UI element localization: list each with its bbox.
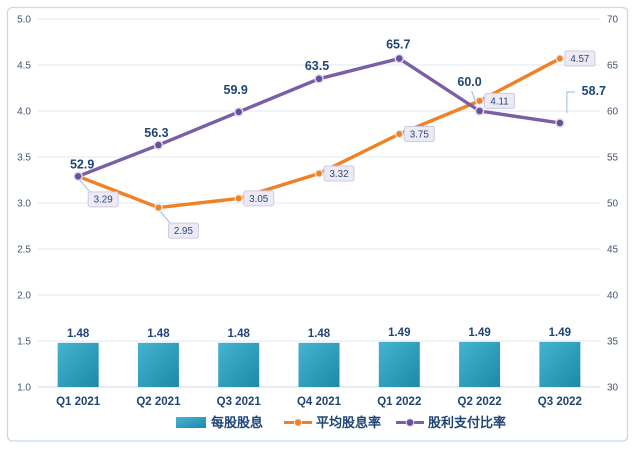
legend-marker-icon <box>405 418 415 427</box>
avg-dividend-yield-marker <box>475 96 484 106</box>
payout-ratio-marker <box>233 107 244 117</box>
x-axis-label: Q3 2022 <box>538 396 582 408</box>
left-axis-ticks: 5.0 4.5 4.0 3.5 3.0 2.5 2.0 1.5 1.0 <box>17 15 31 394</box>
bar-value-label: 1.48 <box>147 328 170 340</box>
payout-ratio-value-label: 60.0 <box>457 75 481 89</box>
bar-value-label: 1.49 <box>388 327 410 339</box>
legend-item-payout-ratio: 股利支付比率 <box>396 415 506 430</box>
x-axis-label: Q4 2021 <box>297 396 342 408</box>
bar-q4-2021 <box>298 342 340 387</box>
bar-value-label: 1.48 <box>67 328 90 340</box>
left-axis-tick: 4.5 <box>17 61 31 72</box>
right-axis-tick: 30 <box>607 383 619 394</box>
payout-ratio-marker <box>73 171 83 182</box>
left-axis-tick: 2.5 <box>17 245 31 256</box>
right-axis-ticks: 70 65 60 55 50 45 40 35 30 <box>607 15 619 394</box>
bar-q3-2022 <box>539 341 581 387</box>
payout-ratio-value-label: 56.3 <box>144 126 168 140</box>
legend-item-dividend-per-share: 每股股息 <box>176 415 263 430</box>
orange-value-label: 3.75 <box>410 129 430 140</box>
x-axis-label: Q1 2021 <box>56 396 101 408</box>
avg-dividend-yield-marker <box>234 194 243 203</box>
orange-value-label: 3.05 <box>249 194 269 205</box>
payout-ratio-marker <box>394 53 405 64</box>
orange-value-label: 4.57 <box>570 54 589 65</box>
payout-ratio-marker <box>314 74 324 84</box>
left-axis-tick: 3.0 <box>17 199 31 210</box>
payout-ratio-value-label: 52.9 <box>70 157 94 171</box>
x-axis-label: Q2 2022 <box>458 396 502 408</box>
right-axis-tick: 65 <box>607 61 619 72</box>
left-axis-tick: 4.0 <box>17 107 31 118</box>
orange-data-labels: 3.29 2.95 3.05 3.32 3.75 4.11 4.57 <box>87 50 596 239</box>
payout-ratio-value-label: 59.9 <box>224 83 248 97</box>
right-axis-tick: 50 <box>607 199 619 210</box>
left-axis-tick: 1.5 <box>17 337 31 348</box>
x-axis-label: Q2 2021 <box>136 396 181 408</box>
purple-data-labels: 52.9 56.3 59.9 63.5 65.7 60.0 58.7 <box>70 38 606 172</box>
orange-label-box <box>87 191 119 208</box>
payout-ratio-marker <box>153 140 164 150</box>
payout-ratio-marker <box>474 106 485 116</box>
bar-value-label: 1.48 <box>228 328 251 340</box>
avg-dividend-yield-marker <box>154 203 163 212</box>
avg-dividend-yield-marker <box>395 129 404 139</box>
bar-q3-2021 <box>218 342 260 387</box>
legend-marker-icon <box>293 418 303 427</box>
legend-label: 每股股息 <box>211 415 263 430</box>
bar-series: 1.48 1.48 1.48 1.48 1.49 1.49 1.49 <box>57 327 581 387</box>
orange-label-box <box>484 92 516 109</box>
legend: 每股股息 平均股息率 股利支付比率 <box>176 415 506 430</box>
avg-dividend-yield-marker <box>314 169 324 178</box>
bar-q2-2022 <box>459 341 501 387</box>
x-axis-labels: Q1 2021 Q2 2021 Q3 2021 Q4 2021 Q1 2022 Q2 20… <box>56 396 582 408</box>
right-axis-tick: 45 <box>607 245 619 256</box>
orange-label-box <box>564 50 596 67</box>
bar-value-label: 1.49 <box>468 327 490 339</box>
legend-label: 平均股息率 <box>316 415 381 430</box>
payout-ratio-value-label: 58.7 <box>582 84 606 98</box>
right-axis-tick: 40 <box>607 291 619 302</box>
left-axis-tick: 5.0 <box>17 15 31 26</box>
orange-value-label: 4.11 <box>490 96 508 107</box>
legend-item-avg-dividend-yield: 平均股息率 <box>284 415 381 430</box>
right-axis-tick: 55 <box>607 153 619 164</box>
markers <box>73 53 565 212</box>
orange-value-label: 3.32 <box>329 169 348 180</box>
figure-border <box>6 6 629 442</box>
x-axis-label: Q3 2021 <box>217 396 262 408</box>
orange-label-leader <box>160 211 172 225</box>
payout-ratio-value-label: 65.7 <box>386 38 410 52</box>
purple-label-leader <box>566 91 575 113</box>
left-axis-tick: 3.5 <box>17 153 31 164</box>
legend-label: 股利支付比率 <box>428 415 506 430</box>
avg-dividend-yield-marker <box>555 54 565 63</box>
right-axis-tick: 70 <box>607 15 619 26</box>
payout-ratio-value-label: 63.5 <box>305 59 329 73</box>
x-axis-label: Q1 2022 <box>377 396 421 408</box>
left-axis-tick: 1.0 <box>17 383 31 394</box>
bar-value-label: 1.48 <box>308 328 331 340</box>
orange-label-box <box>167 222 199 239</box>
bar-q1-2021 <box>57 342 99 387</box>
bar-q1-2022 <box>378 341 420 387</box>
payout-ratio-marker <box>555 118 565 128</box>
orange-label-leader <box>79 179 92 194</box>
orange-value-label: 2.95 <box>174 226 194 237</box>
right-axis-tick: 60 <box>607 107 619 118</box>
orange-label-box <box>323 165 355 182</box>
orange-value-label: 3.29 <box>94 195 113 206</box>
left-axis-tick: 2.0 <box>17 291 31 302</box>
right-axis-tick: 35 <box>607 337 619 348</box>
bar-q2-2021 <box>137 342 179 387</box>
orange-label-box <box>403 126 435 142</box>
orange-label-box <box>243 190 275 207</box>
legend-bar-swatch-icon <box>176 417 206 428</box>
bar-value-label: 1.49 <box>549 327 571 339</box>
